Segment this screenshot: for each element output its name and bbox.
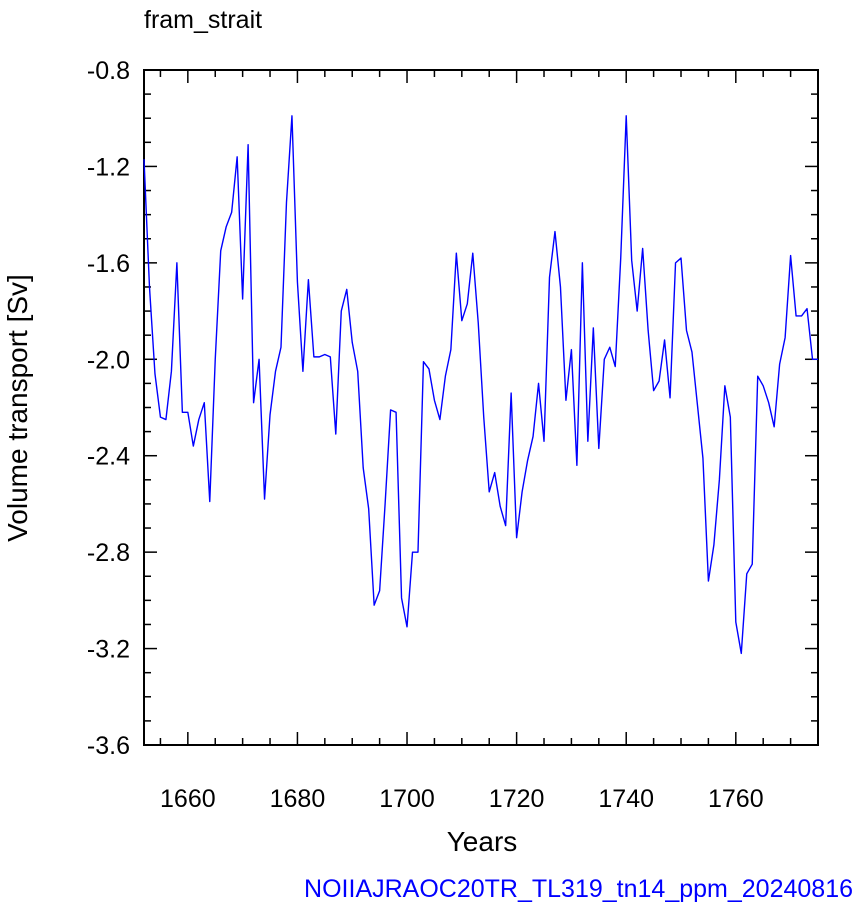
y-tick-label: -2.8: [87, 539, 130, 567]
chart-title: fram_strait: [144, 6, 262, 34]
x-tick-label: 1700: [379, 785, 435, 813]
axis-ticks: [144, 69, 819, 746]
y-tick-label: -3.6: [87, 732, 130, 760]
x-tick-label: 1680: [270, 785, 326, 813]
x-tick-label: 1740: [598, 785, 654, 813]
y-tick-label: -1.6: [87, 250, 130, 278]
x-axis-title: Years: [447, 826, 518, 857]
x-tick-label: 1660: [160, 785, 216, 813]
y-tick-label: -0.8: [87, 57, 130, 85]
y-axis-title: Volume transport [Sv]: [2, 274, 33, 542]
plot-area: [143, 69, 819, 746]
run-id-caption: NOIIAJRAOC20TR_TL319_tn14_ppm_20240816: [304, 875, 853, 903]
x-tick-label: 1720: [489, 785, 545, 813]
x-tick-label: 1760: [708, 785, 764, 813]
y-tick-label: -2.4: [87, 443, 130, 471]
y-tick-label: -3.2: [87, 636, 130, 664]
plot-frame: [143, 69, 819, 746]
x-axis-tick-labels: 1660 1680 1700 1720 1740 1760: [160, 785, 764, 813]
y-tick-label: -2.0: [87, 346, 130, 374]
y-tick-label: -1.2: [87, 153, 130, 181]
y-axis-tick-labels: -0.8 -1.2 -1.6 -2.0 -2.4 -2.8 -3.2 -3.6: [87, 57, 130, 760]
series-line: [143, 115, 818, 655]
